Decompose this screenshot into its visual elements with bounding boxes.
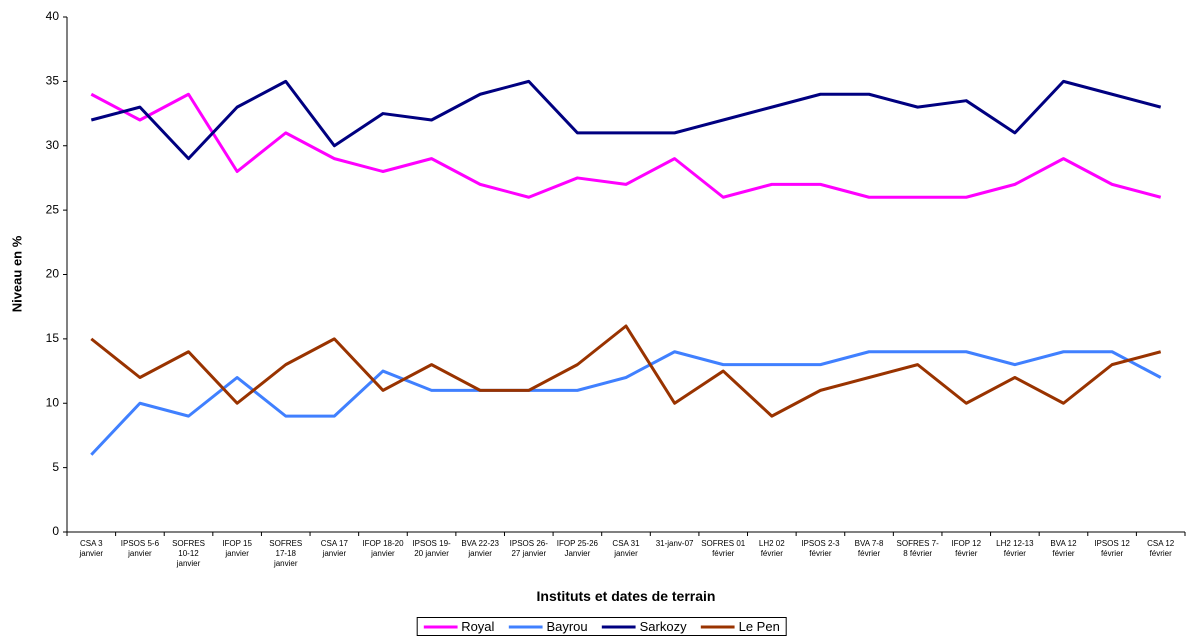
legend-swatch	[423, 625, 458, 628]
legend-label: Le Pen	[738, 619, 780, 634]
y-tick-label: 30	[46, 138, 60, 152]
x-tick-label: IFOP 25-26 Janvier	[556, 539, 598, 558]
legend-label: Royal	[461, 619, 495, 634]
legend-swatch	[700, 625, 735, 628]
y-tick-label: 25	[46, 202, 60, 216]
x-tick-label: BVA 12 février	[1050, 539, 1077, 558]
y-tick-label: 0	[52, 524, 59, 538]
y-tick-label: 10	[46, 395, 60, 409]
x-tick-label: IFOP 12 février	[951, 539, 982, 558]
series-line	[90, 324, 1162, 418]
y-tick-label: 20	[46, 267, 60, 281]
x-tick-label: SOFRES 17-18 janvier	[269, 539, 303, 568]
x-tick-label: BVA 22-23 janvier	[461, 539, 499, 558]
y-tick-label: 5	[52, 460, 59, 474]
y-tick-label: 15	[46, 331, 60, 345]
legend: Royal Bayrou Sarkozy Le Pen	[416, 617, 787, 636]
x-tick-label: SOFRES 10-12 janvier	[172, 539, 205, 568]
legend-item: Royal	[423, 619, 494, 634]
x-tick-label: CSA 17 janvier	[320, 539, 348, 558]
x-tick-label: SOFRES 7-8 février	[896, 539, 939, 558]
x-tick-label: CSA 31 janvier	[612, 539, 640, 558]
x-tick-label: IFOP 15 janvier	[222, 539, 252, 558]
series-line	[90, 79, 1162, 161]
series-line	[90, 92, 1162, 199]
legend-label: Bayrou	[546, 619, 588, 634]
series-line	[90, 350, 1162, 456]
x-tick-label: CSA 3 janvier	[79, 539, 104, 558]
y-tick-label: 35	[46, 74, 60, 88]
x-tick-label: IPSOS 12 février	[1094, 539, 1130, 558]
x-tick-label: IPSOS 26-27 janvier	[509, 539, 548, 558]
legend-item: Bayrou	[508, 619, 588, 634]
legend-item: Sarkozy	[601, 619, 687, 634]
x-axis-title: Instituts et dates de terrain	[536, 588, 716, 604]
legend-item: Le Pen	[700, 619, 780, 634]
x-tick-label: IFOP 18-20 janvier	[362, 539, 404, 558]
x-tick-label: IPSOS 19-20 janvier	[412, 539, 451, 558]
x-tick-label: BVA 7-8 février	[854, 539, 884, 558]
legend-swatch	[601, 625, 636, 628]
legend-swatch	[508, 625, 543, 628]
x-tick-label: IPSOS 5-6 janvier	[120, 539, 160, 558]
x-tick-label: LH2 12-13 février	[996, 539, 1034, 558]
x-tick-label: IPSOS 2-3 février	[801, 539, 840, 558]
x-tick-label: 31-janv-07	[655, 539, 694, 548]
y-tick-label: 40	[46, 9, 60, 23]
y-axis-title: Niveau en %	[9, 235, 24, 312]
x-tick-label: CSA 12 février	[1147, 539, 1175, 558]
x-tick-label: SOFRES 01 février	[701, 539, 746, 558]
x-tick-label: LH2 02 février	[758, 539, 785, 558]
legend-label: Sarkozy	[639, 619, 687, 634]
